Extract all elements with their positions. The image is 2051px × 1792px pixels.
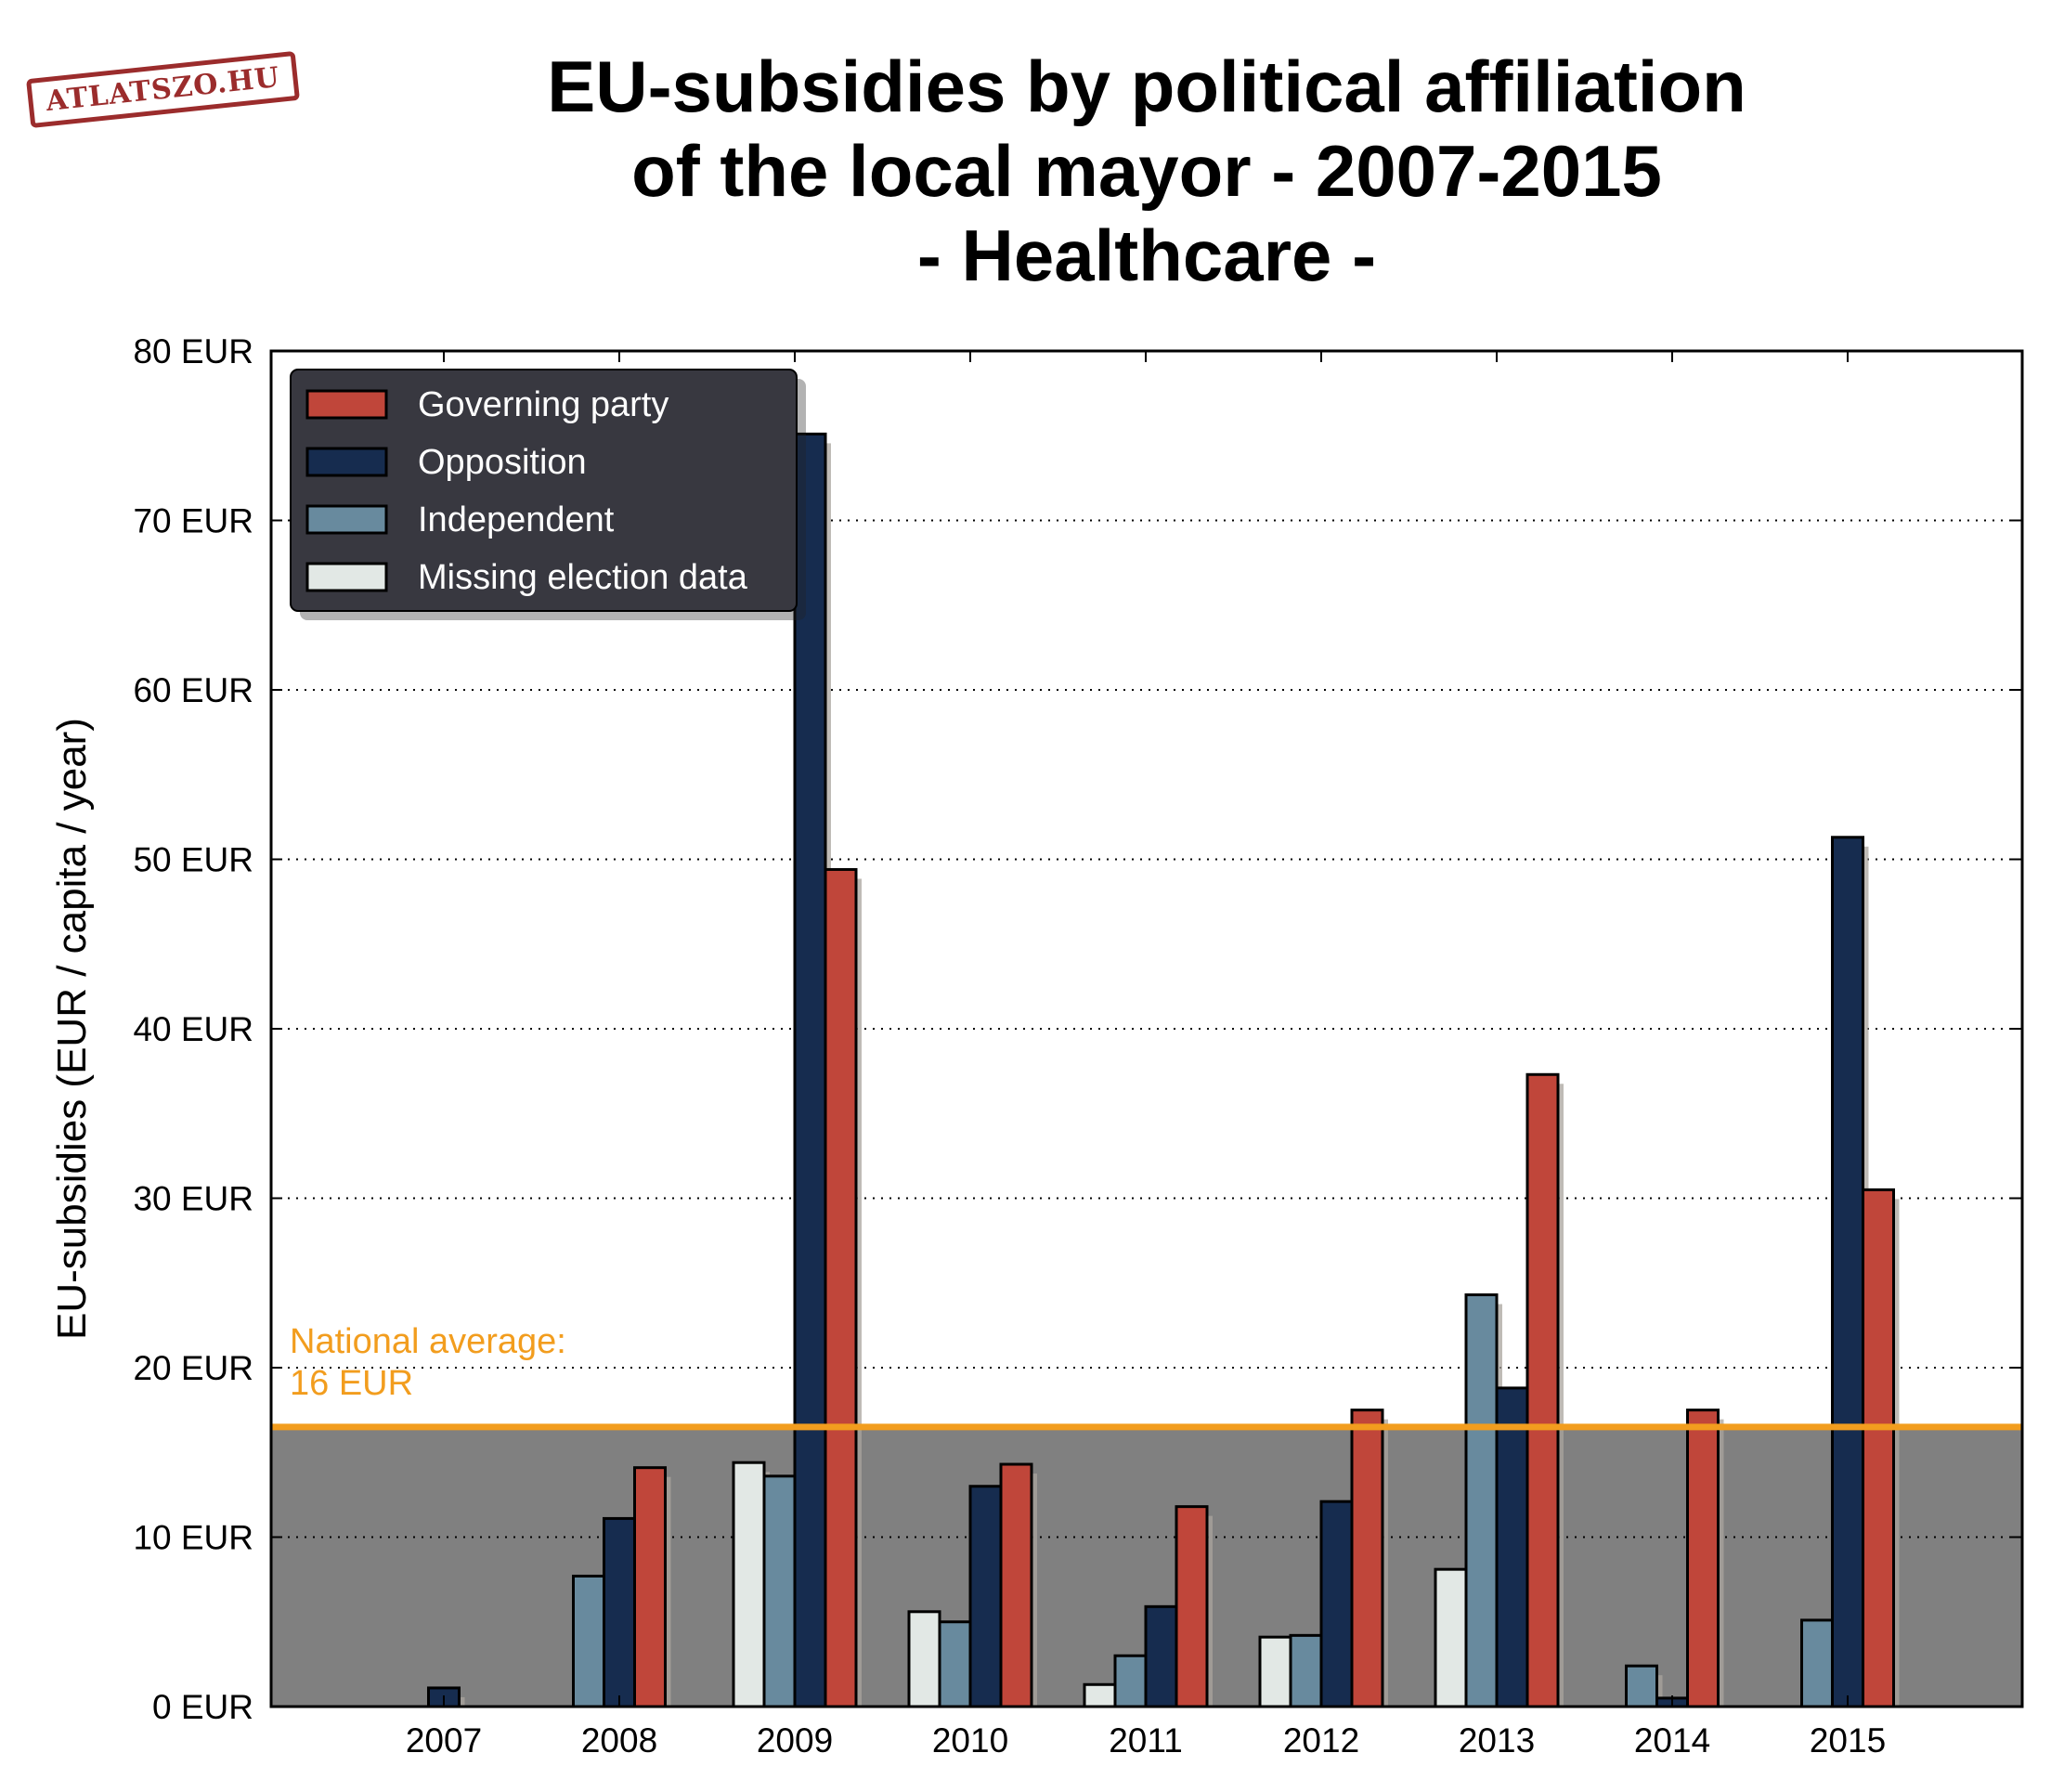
national-average-label-line-2: 16 EUR xyxy=(290,1364,413,1403)
xtick-label-2007: 2007 xyxy=(406,1721,482,1760)
bar-governing-2008 xyxy=(633,1466,667,1708)
bar-opposition-2009 xyxy=(793,432,827,1708)
bar-independent-2010 xyxy=(938,1620,972,1708)
bar-opposition-2011 xyxy=(1144,1604,1178,1708)
bar-opposition-2015 xyxy=(1831,836,1864,1708)
bar-missing-2010 xyxy=(907,1610,941,1708)
legend-label-opposition: Opposition xyxy=(418,443,587,482)
legend-swatch-missing xyxy=(305,562,388,592)
legend-swatch-independent xyxy=(305,504,388,535)
ytick-label-60: 60 EUR xyxy=(133,671,253,709)
chart-title-line-2: of the local mayor - 2007-2015 xyxy=(631,130,1662,212)
xtick-label-2009: 2009 xyxy=(757,1721,833,1760)
legend-label-missing: Missing election data xyxy=(418,558,748,597)
legend-label-governing: Governing party xyxy=(418,385,669,424)
bar-governing-2012 xyxy=(1350,1409,1384,1708)
ytick-label-30: 30 EUR xyxy=(133,1180,253,1218)
bar-independent-2011 xyxy=(1113,1654,1148,1708)
bars xyxy=(427,432,1900,1708)
chart-title: EU-subsidies by political affiliation of… xyxy=(279,45,2015,298)
bar-independent-2015 xyxy=(1800,1618,1834,1708)
legend-label-independent: Independent xyxy=(418,500,615,539)
bar-independent-2009 xyxy=(762,1474,797,1708)
ytick-label-80: 80 EUR xyxy=(133,332,253,370)
bar-independent-2008 xyxy=(572,1574,605,1708)
bar-missing-2012 xyxy=(1258,1635,1292,1708)
plot-frame xyxy=(269,349,2024,1708)
bar-opposition-2013 xyxy=(1495,1386,1529,1708)
ytick-label-70: 70 EUR xyxy=(133,502,253,540)
ytick-label-50: 50 EUR xyxy=(133,841,253,879)
ytick-label-40: 40 EUR xyxy=(133,1010,253,1048)
chart-title-line-3: - Healthcare - xyxy=(916,214,1377,296)
xtick-label-2014: 2014 xyxy=(1634,1721,1710,1760)
xtick-label-2010: 2010 xyxy=(932,1721,1008,1760)
national-average-label-line-1: National average: xyxy=(290,1322,566,1361)
ytick-label-10: 10 EUR xyxy=(133,1519,253,1557)
chart-title-line-1: EU-subsidies by political affiliation xyxy=(547,45,1746,127)
xtick-label-2015: 2015 xyxy=(1810,1721,1886,1760)
legend-swatch-opposition xyxy=(305,447,388,477)
bar-independent-2013 xyxy=(1464,1293,1499,1708)
xtick-label-2013: 2013 xyxy=(1459,1721,1535,1760)
legend-swatch-governing xyxy=(305,389,388,420)
bar-governing-2014 xyxy=(1686,1409,1720,1708)
bar-opposition-2010 xyxy=(968,1485,1003,1708)
legend: Governing party Opposition Independent Miss… xyxy=(290,369,806,620)
bar-missing-2011 xyxy=(1083,1682,1117,1708)
bar-governing-2015 xyxy=(1862,1188,1895,1708)
bar-missing-2013 xyxy=(1434,1567,1468,1708)
ytick-label-20: 20 EUR xyxy=(133,1349,253,1387)
bar-independent-2014 xyxy=(1625,1664,1658,1708)
ytick-label-0: 0 EUR xyxy=(152,1688,253,1726)
xtick-label-2011: 2011 xyxy=(1109,1721,1183,1760)
bar-governing-2013 xyxy=(1525,1072,1560,1708)
bar-opposition-2008 xyxy=(603,1516,636,1708)
y-axis-label: EU-subsidies (EUR / capita / year) xyxy=(49,718,95,1340)
bar-independent-2012 xyxy=(1289,1633,1323,1708)
bar-missing-2009 xyxy=(732,1461,766,1708)
bar-governing-2011 xyxy=(1175,1505,1209,1708)
bar-governing-2009 xyxy=(824,867,858,1708)
xtick-label-2008: 2008 xyxy=(581,1721,657,1760)
bar-opposition-2012 xyxy=(1319,1500,1354,1708)
bar-governing-2010 xyxy=(999,1462,1033,1708)
xtick-label-2012: 2012 xyxy=(1283,1721,1359,1760)
legend-box xyxy=(290,369,798,612)
